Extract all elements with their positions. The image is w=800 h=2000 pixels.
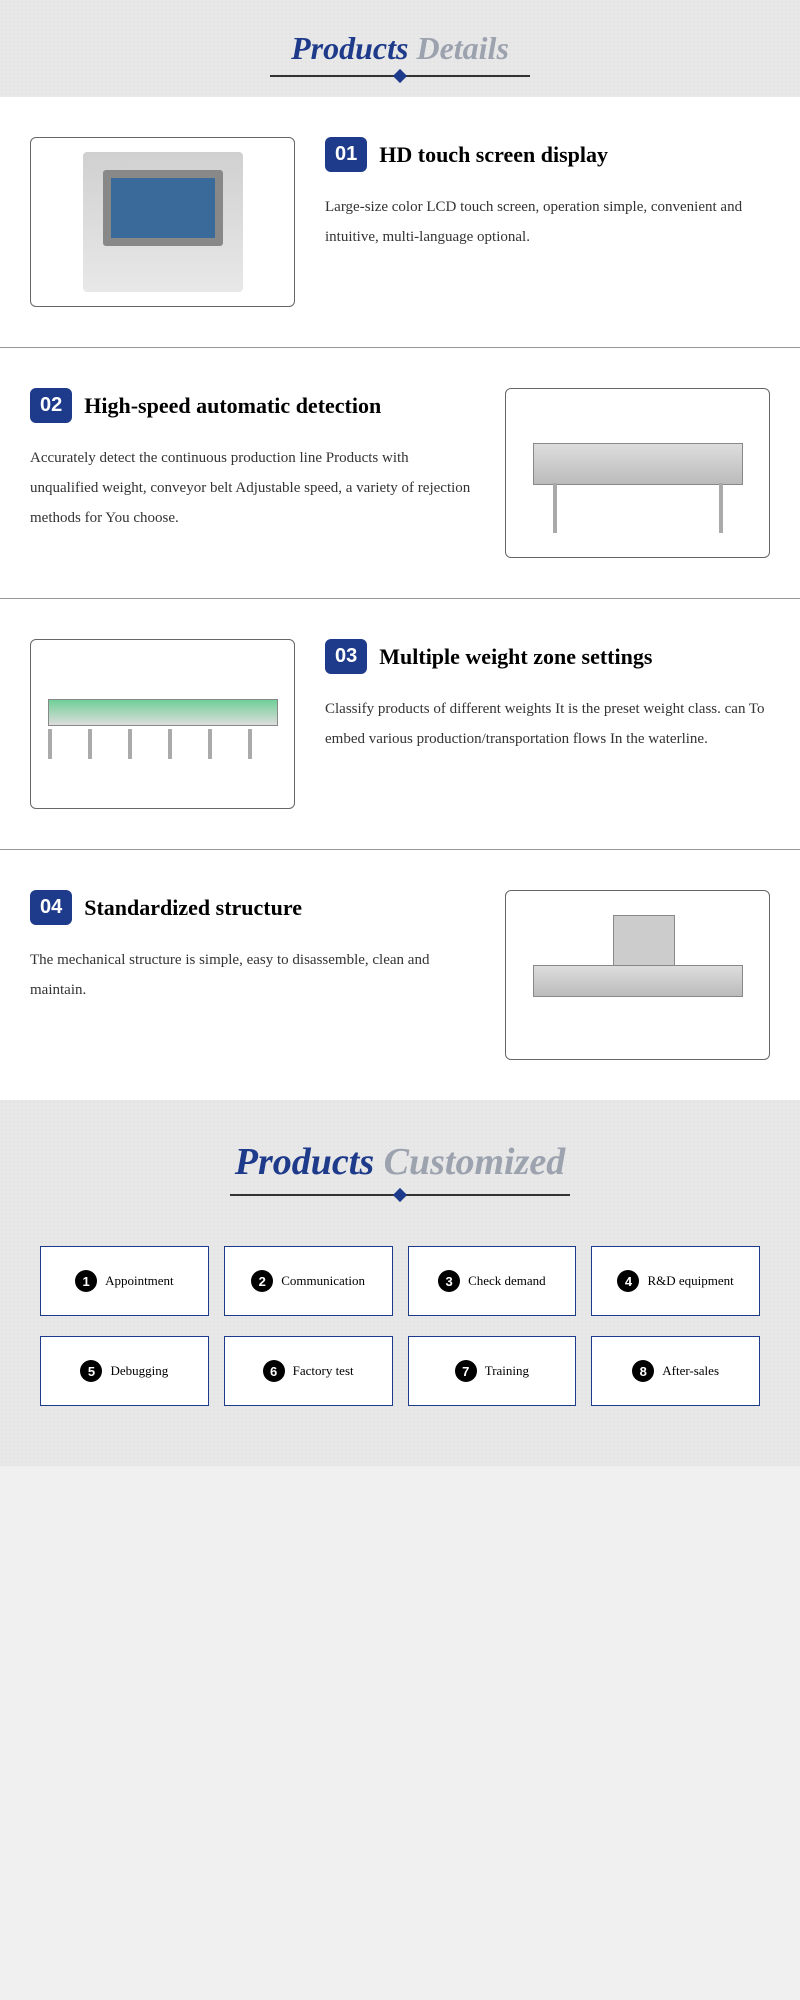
customized-title: Products Customized xyxy=(0,1140,800,1184)
feature-header: 02 High-speed automatic detection xyxy=(30,388,475,423)
step-number: 4 xyxy=(617,1270,639,1292)
title-word-2: Details xyxy=(416,30,508,66)
details-header: Products Details xyxy=(0,0,800,97)
title-word-1: Products xyxy=(235,1141,374,1183)
feature-row: 02 High-speed automatic detection Accura… xyxy=(30,388,770,558)
step-check-demand: 3 Check demand xyxy=(408,1246,577,1316)
feature-row: 01 HD touch screen display Large-size co… xyxy=(30,137,770,307)
step-label: After-sales xyxy=(662,1363,719,1379)
title-underline xyxy=(270,75,530,77)
product-image-03 xyxy=(30,639,295,809)
steps-grid: 1 Appointment 2 Communication 3 Check de… xyxy=(0,1246,800,1406)
machine-illustration xyxy=(83,152,243,292)
step-factory-test: 6 Factory test xyxy=(224,1336,393,1406)
step-number: 1 xyxy=(75,1270,97,1292)
feature-title: Multiple weight zone settings xyxy=(379,644,652,670)
step-number: 6 xyxy=(263,1360,285,1382)
customized-section: Products Customized 1 Appointment 2 Comm… xyxy=(0,1100,800,1466)
feature-row: 03 Multiple weight zone settings Classif… xyxy=(30,639,770,809)
product-image-01 xyxy=(30,137,295,307)
step-appointment: 1 Appointment xyxy=(40,1246,209,1316)
step-label: Factory test xyxy=(293,1363,354,1379)
feature-number-badge: 01 xyxy=(325,137,367,172)
feature-content: 02 High-speed automatic detection Accura… xyxy=(30,388,475,533)
step-label: Communication xyxy=(281,1273,365,1289)
feature-section-02: 02 High-speed automatic detection Accura… xyxy=(0,348,800,598)
feature-description: Accurately detect the continuous product… xyxy=(30,443,475,533)
feature-description: Classify products of different weights I… xyxy=(325,694,770,754)
feature-number-badge: 03 xyxy=(325,639,367,674)
feature-number-badge: 02 xyxy=(30,388,72,423)
step-label: Training xyxy=(485,1363,529,1379)
product-image-04 xyxy=(505,890,770,1060)
machine-illustration xyxy=(523,910,753,1040)
step-label: Appointment xyxy=(105,1273,174,1289)
feature-section-04: 04 Standardized structure The mechanical… xyxy=(0,850,800,1100)
step-number: 8 xyxy=(632,1360,654,1382)
feature-description: Large-size color LCD touch screen, opera… xyxy=(325,192,770,252)
details-title: Products Details xyxy=(0,30,800,67)
feature-content: 03 Multiple weight zone settings Classif… xyxy=(325,639,770,754)
feature-number-badge: 04 xyxy=(30,890,72,925)
machine-illustration xyxy=(523,413,753,533)
step-number: 7 xyxy=(455,1360,477,1382)
customized-header: Products Customized xyxy=(0,1140,800,1196)
step-communication: 2 Communication xyxy=(224,1246,393,1316)
step-number: 5 xyxy=(80,1360,102,1382)
feature-section-03: 03 Multiple weight zone settings Classif… xyxy=(0,599,800,849)
machine-illustration xyxy=(43,684,283,764)
title-word-1: Products xyxy=(291,30,408,66)
step-after-sales: 8 After-sales xyxy=(591,1336,760,1406)
title-underline xyxy=(230,1194,570,1196)
step-number: 2 xyxy=(251,1270,273,1292)
step-debugging: 5 Debugging xyxy=(40,1336,209,1406)
step-label: Check demand xyxy=(468,1273,546,1289)
feature-header: 01 HD touch screen display xyxy=(325,137,770,172)
feature-header: 03 Multiple weight zone settings xyxy=(325,639,770,674)
feature-title: High-speed automatic detection xyxy=(84,393,381,419)
feature-title: Standardized structure xyxy=(84,895,302,921)
step-rnd-equipment: 4 R&D equipment xyxy=(591,1246,760,1316)
title-word-2: Customized xyxy=(384,1141,566,1183)
feature-header: 04 Standardized structure xyxy=(30,890,475,925)
feature-description: The mechanical structure is simple, easy… xyxy=(30,945,475,1005)
product-image-02 xyxy=(505,388,770,558)
feature-content: 04 Standardized structure The mechanical… xyxy=(30,890,475,1005)
feature-row: 04 Standardized structure The mechanical… xyxy=(30,890,770,1060)
feature-title: HD touch screen display xyxy=(379,142,608,168)
feature-section-01: 01 HD touch screen display Large-size co… xyxy=(0,97,800,347)
feature-content: 01 HD touch screen display Large-size co… xyxy=(325,137,770,252)
step-label: Debugging xyxy=(110,1363,168,1379)
step-training: 7 Training xyxy=(408,1336,577,1406)
step-label: R&D equipment xyxy=(647,1273,733,1289)
step-number: 3 xyxy=(438,1270,460,1292)
